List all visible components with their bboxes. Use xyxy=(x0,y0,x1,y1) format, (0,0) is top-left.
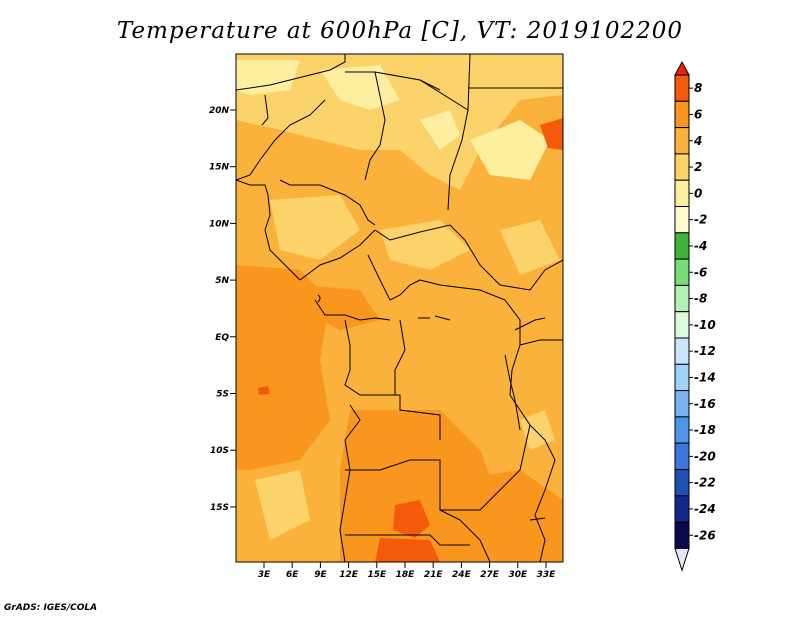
colorbar-label: 2 xyxy=(694,160,702,174)
colorbar-bottom-arrow xyxy=(674,547,690,573)
colorbar-label: -10 xyxy=(694,318,716,332)
lat-tick-label: 10N xyxy=(209,219,230,229)
colorbar-top-arrow xyxy=(674,60,690,76)
colorbar-label: 6 xyxy=(694,107,702,121)
colorbar-label: -26 xyxy=(694,528,716,542)
colorbar-swatch xyxy=(674,232,690,260)
lon-tick-label: 30E xyxy=(508,570,528,580)
colorbar-swatch xyxy=(674,363,690,392)
colorbar-swatch xyxy=(674,179,690,207)
colorbar-label: -2 xyxy=(694,213,707,227)
colorbar-swatch xyxy=(674,206,690,234)
colorbar-label: -8 xyxy=(694,292,707,306)
colorbar-label: 0 xyxy=(694,186,702,200)
lon-tick-label: 27E xyxy=(480,570,500,580)
colorbar-label: 8 xyxy=(694,81,702,95)
temperature-field xyxy=(236,54,563,562)
colorbar-swatch xyxy=(674,153,690,181)
latitude-axis: 20N 15N 10N 5N EQ 5S 10S 15S xyxy=(209,106,236,513)
lat-tick-label: 5N xyxy=(215,276,229,286)
country-borders xyxy=(236,54,563,562)
colorbar-swatch xyxy=(674,311,690,339)
colorbar-swatch xyxy=(674,390,690,418)
colorbar: 8 6 4 2 0 -2 -4 -6 -8 -10 -12 -14 -16 -18 -20 -22 -24 -26 xyxy=(674,60,716,573)
colorbar-label: -24 xyxy=(694,502,716,516)
colorbar-label: -18 xyxy=(694,423,716,437)
lat-tick-label: 5S xyxy=(216,390,229,400)
colorbar-label: -4 xyxy=(694,239,707,253)
colorbar-swatch xyxy=(674,127,690,155)
colorbar-label: -6 xyxy=(694,265,707,279)
lat-tick-label: 15S xyxy=(210,503,229,513)
lon-tick-label: 12E xyxy=(339,570,359,580)
colorbar-label: -16 xyxy=(694,397,716,411)
colorbar-swatch xyxy=(674,74,690,102)
colorbar-swatch xyxy=(674,442,690,471)
colorbar-swatch xyxy=(674,258,690,286)
colorbar-label: -22 xyxy=(694,476,716,490)
map-frame xyxy=(235,53,564,563)
colorbar-swatch xyxy=(674,100,690,129)
colorbar-label: -14 xyxy=(694,370,716,384)
colorbar-swatch xyxy=(674,416,690,444)
colorbar-swatch xyxy=(674,337,690,365)
colorbar-swatch xyxy=(674,495,690,523)
lon-tick-label: 21E xyxy=(424,570,444,580)
lat-tick-label: 10S xyxy=(210,446,229,456)
colorbar-label: -12 xyxy=(694,344,716,358)
lon-tick-label: 18E xyxy=(396,570,416,580)
lon-tick-label: 33E xyxy=(537,570,557,580)
lat-tick-label: 15N xyxy=(209,163,230,173)
lon-tick-label: 6E xyxy=(286,570,299,580)
colorbar-label: -20 xyxy=(694,449,716,463)
chart-title: Temperature at 600hPa [C], VT: 201910220… xyxy=(116,18,684,44)
lat-tick-label: EQ xyxy=(215,333,229,343)
grads-credit: GrADS: IGES/COLA xyxy=(4,603,98,613)
colorbar-swatch xyxy=(674,521,690,549)
longitude-axis: 3E 6E 9E 12E 15E 18E 21E 24E 27E 30E 33E xyxy=(258,562,556,580)
colorbar-label: 4 xyxy=(693,134,702,148)
colorbar-swatch xyxy=(674,469,690,497)
lat-tick-label: 20N xyxy=(209,106,230,116)
lon-tick-label: 15E xyxy=(367,570,387,580)
lon-tick-label: 3E xyxy=(258,570,271,580)
lon-tick-label: 9E xyxy=(314,570,327,580)
lon-tick-label: 24E xyxy=(452,570,472,580)
colorbar-swatch xyxy=(674,284,690,313)
